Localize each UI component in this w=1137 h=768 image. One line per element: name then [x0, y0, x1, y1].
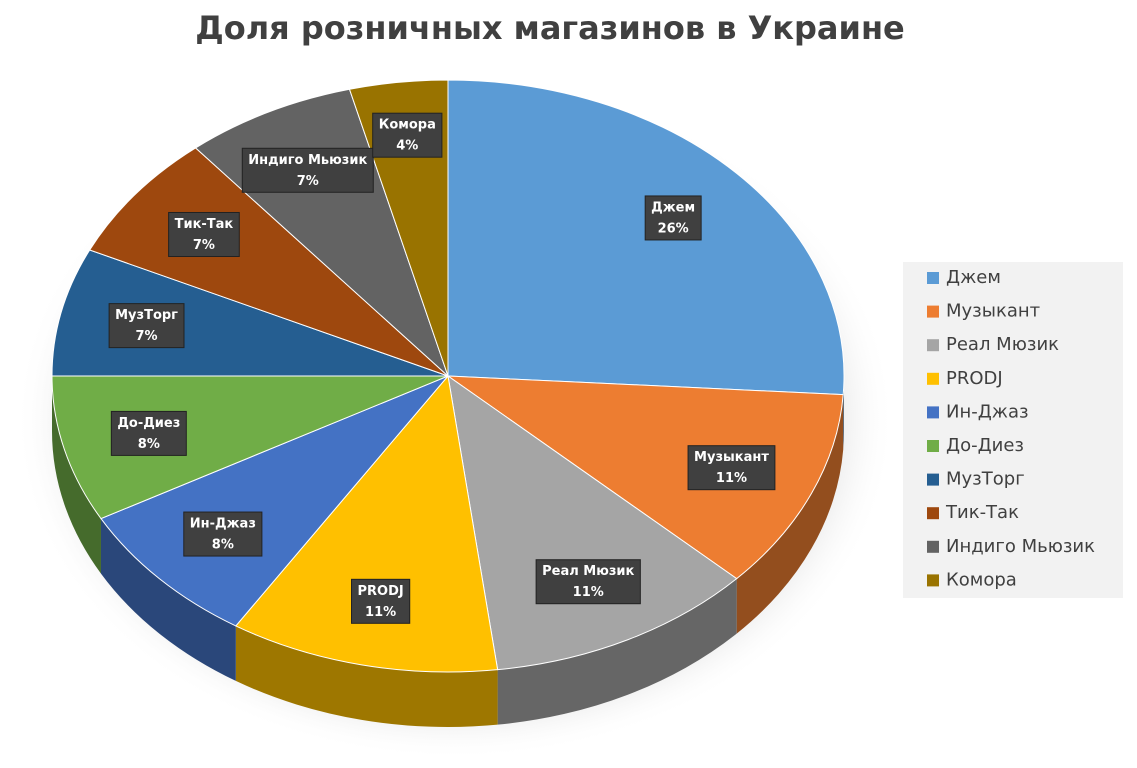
data-label-value: 8%: [138, 437, 160, 452]
legend-label: До-Диез: [946, 435, 1024, 456]
data-label-value: 8%: [212, 538, 234, 553]
legend-marker: [927, 406, 939, 419]
data-label-name: МузТорг: [115, 308, 178, 323]
data-label-box: [351, 578, 411, 624]
slice: [88, 147, 449, 377]
legend-label: Индиго Мьюзик: [946, 536, 1095, 557]
slice: [235, 374, 499, 673]
data-label-box: [108, 303, 185, 349]
slice-side: [51, 376, 101, 574]
data-label-name: Индиго Мьюзик: [248, 153, 367, 168]
data-label-name: Тик-Так: [175, 217, 234, 232]
legend-marker: [927, 574, 939, 587]
slice: [447, 374, 738, 671]
legend-marker: [927, 372, 939, 385]
data-label-value: 7%: [193, 238, 215, 253]
legend-marker: [927, 507, 939, 520]
data-label-box: [183, 511, 263, 557]
legend-label: МузТорг: [946, 469, 1025, 490]
slice-side: [736, 394, 844, 634]
chart-title: Доля розничных магазинов в Украине: [195, 9, 905, 47]
slice-side: [100, 518, 236, 681]
legend-marker: [927, 305, 939, 318]
legend-marker: [927, 339, 939, 352]
data-label-box: [241, 147, 374, 193]
slice: [446, 375, 844, 580]
data-label-box: [372, 112, 443, 158]
data-label-value: 7%: [136, 329, 158, 344]
legend-label: Джем: [946, 267, 1001, 288]
data-label-box: [535, 559, 641, 605]
data-label-value: 11%: [573, 585, 604, 600]
data-label-value: 11%: [365, 605, 396, 620]
legend-marker: [927, 540, 939, 553]
legend-marker: [927, 440, 939, 452]
slice: [100, 375, 449, 627]
data-label-name: Джем: [651, 200, 695, 215]
data-label-name: До-Диез: [117, 416, 180, 431]
data-label-value: 11%: [716, 471, 747, 486]
data-label-value: 26%: [658, 221, 689, 236]
legend-label: Комора: [946, 569, 1017, 590]
legend-label: Музыкант: [946, 301, 1040, 322]
data-label-box: [168, 211, 240, 257]
legend-label: PRODJ: [946, 368, 1003, 389]
legend-label: Ин-Джаз: [946, 401, 1029, 422]
data-label-name: Ин-Джаз: [190, 517, 256, 532]
legend-marker: [927, 272, 939, 284]
slice-side: [497, 578, 737, 725]
legend-label: Тик-Так: [945, 502, 1019, 523]
data-label-name: PRODJ: [358, 584, 404, 599]
data-label-name: Реал Мюзик: [542, 564, 634, 579]
legend-label: Реал Мюзик: [946, 334, 1059, 355]
data-label-value: 7%: [297, 174, 319, 189]
data-label-box: [644, 195, 702, 241]
legend-marker: [927, 473, 939, 486]
data-label-name: Музыкант: [694, 450, 769, 465]
data-label-value: 4%: [396, 139, 418, 154]
data-label-box: [687, 445, 776, 491]
data-label-name: Комора: [379, 118, 436, 133]
legend-box: [903, 262, 1123, 598]
data-label-box: [110, 410, 187, 456]
